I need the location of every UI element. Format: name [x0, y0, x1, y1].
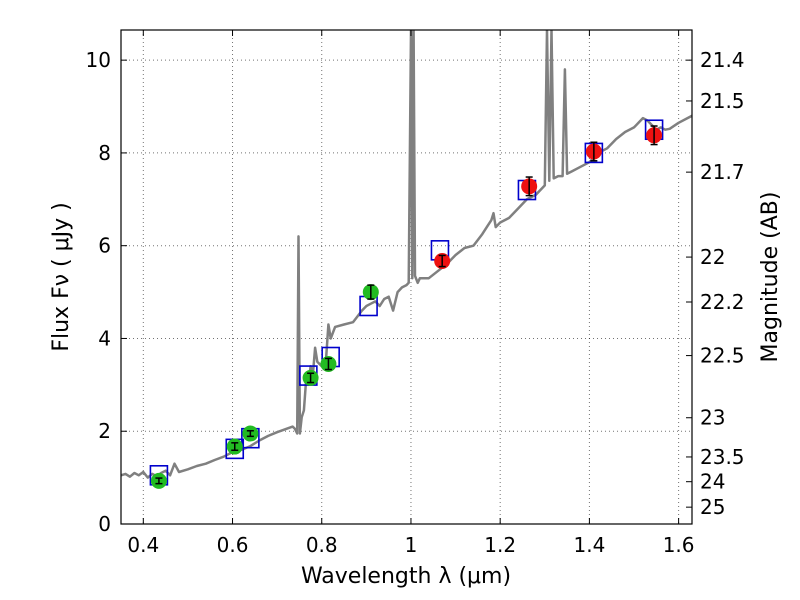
- x-tick-label: 0.6: [217, 533, 249, 557]
- y2-tick-label: 23: [700, 406, 725, 430]
- x-tick-label: 1: [405, 533, 418, 557]
- y-tick-label: 0: [98, 512, 111, 536]
- y2-tick-label: 21.5: [700, 89, 745, 113]
- y-tick-label: 6: [98, 234, 111, 258]
- x-tick-label: 0.8: [306, 533, 338, 557]
- y-tick-label: 8: [98, 141, 111, 165]
- y2-tick-label: 24: [700, 470, 725, 494]
- y2-tick-label: 21.4: [700, 48, 745, 72]
- y2-tick-label: 25: [700, 495, 725, 519]
- series-layer: [121, 30, 692, 489]
- x-tick-label: 1.2: [484, 533, 516, 557]
- plot-frame: [120, 29, 693, 525]
- x-tick-label: 1.4: [573, 533, 605, 557]
- y2-tick-label: 21.7: [700, 160, 745, 184]
- spectrum-line: [121, 30, 692, 479]
- x-tick-label: 1.6: [663, 533, 695, 557]
- y-axis-title: Flux Fν ( μJy ): [49, 202, 74, 351]
- x-axis-title: Wavelength λ (μm): [301, 564, 511, 589]
- y2-tick-label: 22: [700, 245, 725, 269]
- x-tick-label: 0.4: [127, 533, 159, 557]
- y-tick-label: 2: [98, 419, 111, 443]
- y2-tick-label: 22.5: [700, 344, 745, 368]
- y2-tick-label: 23.5: [700, 445, 745, 469]
- y-tick-label: 4: [98, 326, 111, 350]
- grid-layer: [121, 30, 692, 524]
- y2-tick-label: 22.2: [700, 290, 745, 314]
- y-tick-label: 10: [86, 48, 111, 72]
- y2-axis-title: Magnitude (AB): [758, 192, 783, 363]
